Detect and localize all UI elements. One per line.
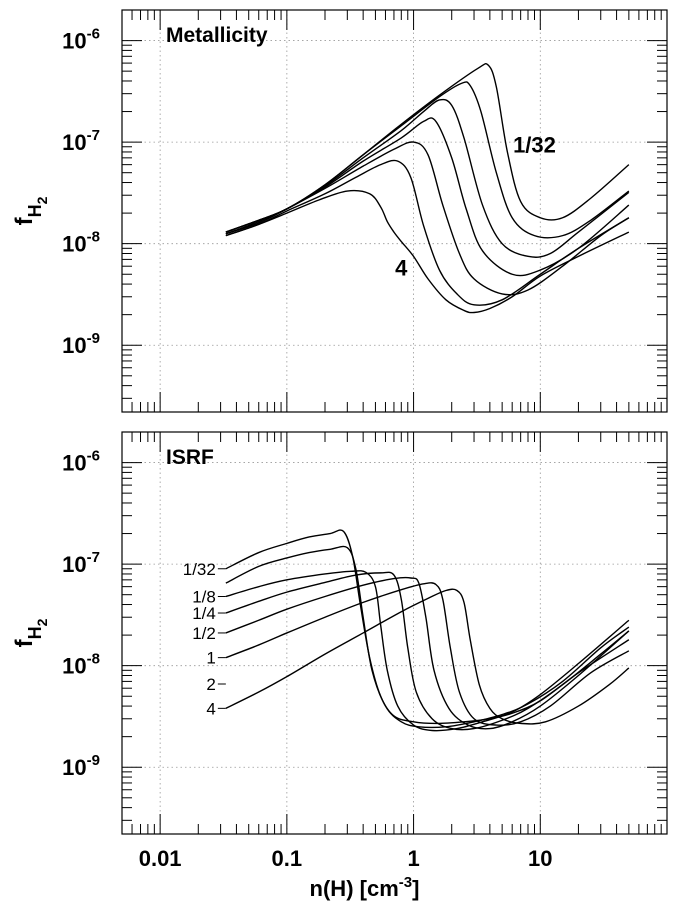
y-tick-label: 10-7 (62, 549, 100, 577)
series-line-3 (225, 117, 630, 277)
curve-label: 1/32 (183, 560, 216, 579)
y-axis-label: fH2 (11, 196, 50, 225)
y-tick-label: 10-6 (62, 448, 100, 476)
x-tick-label: 10 (528, 846, 552, 871)
panel-metallicity: 10-9 10-8 10-7 10-6 fH2 Metallicity 1/32 4 (11, 9, 668, 413)
y-tick-label: 10-8 (62, 651, 100, 679)
series-line-4 (225, 576, 630, 730)
x-axis-label: n(H) [cm-3] (310, 874, 420, 901)
x-tick-label: 1 (407, 846, 419, 871)
series-line-6 (225, 189, 630, 314)
curve-label: 1 (206, 649, 215, 668)
curve-label: 1/8 (192, 587, 216, 606)
axis-ticks (121, 431, 668, 834)
series-group (225, 529, 630, 732)
curve-label: 4 (395, 256, 408, 281)
grid (122, 10, 667, 412)
y-tick-label: 10-9 (62, 330, 100, 358)
y-tick-label: 10-6 (62, 26, 100, 54)
plot-frame (121, 9, 668, 413)
y-tick-label: 10-7 (62, 127, 100, 155)
curve-label: 2 (206, 675, 215, 694)
series-line-3 (225, 571, 630, 731)
axis-ticks (121, 9, 668, 412)
series-line-6 (225, 588, 630, 725)
series-line-2 (225, 570, 630, 732)
x-tick-label: 0.1 (272, 846, 303, 871)
grid (122, 432, 667, 834)
curve-label: 1/32 (513, 132, 556, 157)
curve-label: 1/4 (192, 604, 216, 623)
x-tick-label: 0.01 (139, 846, 182, 871)
curve-label: 1/2 (192, 624, 216, 643)
series-line-1 (225, 545, 630, 729)
panel-annotation: ISRF (166, 446, 214, 469)
y-tick-label: 10-9 (62, 752, 100, 780)
series-line-5 (225, 159, 630, 306)
series-group (225, 63, 630, 314)
panel-annotation: Metallicity (166, 24, 268, 47)
y-axis-label: fH2 (11, 618, 50, 647)
plot-frame (121, 431, 668, 835)
series-line-5 (225, 582, 630, 726)
series-line-0 (225, 63, 630, 233)
curve-label: 4 (206, 699, 215, 718)
panel-isrf: 10-9 10-8 10-7 10-6 0.01 0.1 1 10 fH2 ISRF 1/32 1/8… (11, 431, 668, 901)
series-line-4 (225, 141, 630, 296)
y-tick-label: 10-8 (62, 229, 100, 257)
